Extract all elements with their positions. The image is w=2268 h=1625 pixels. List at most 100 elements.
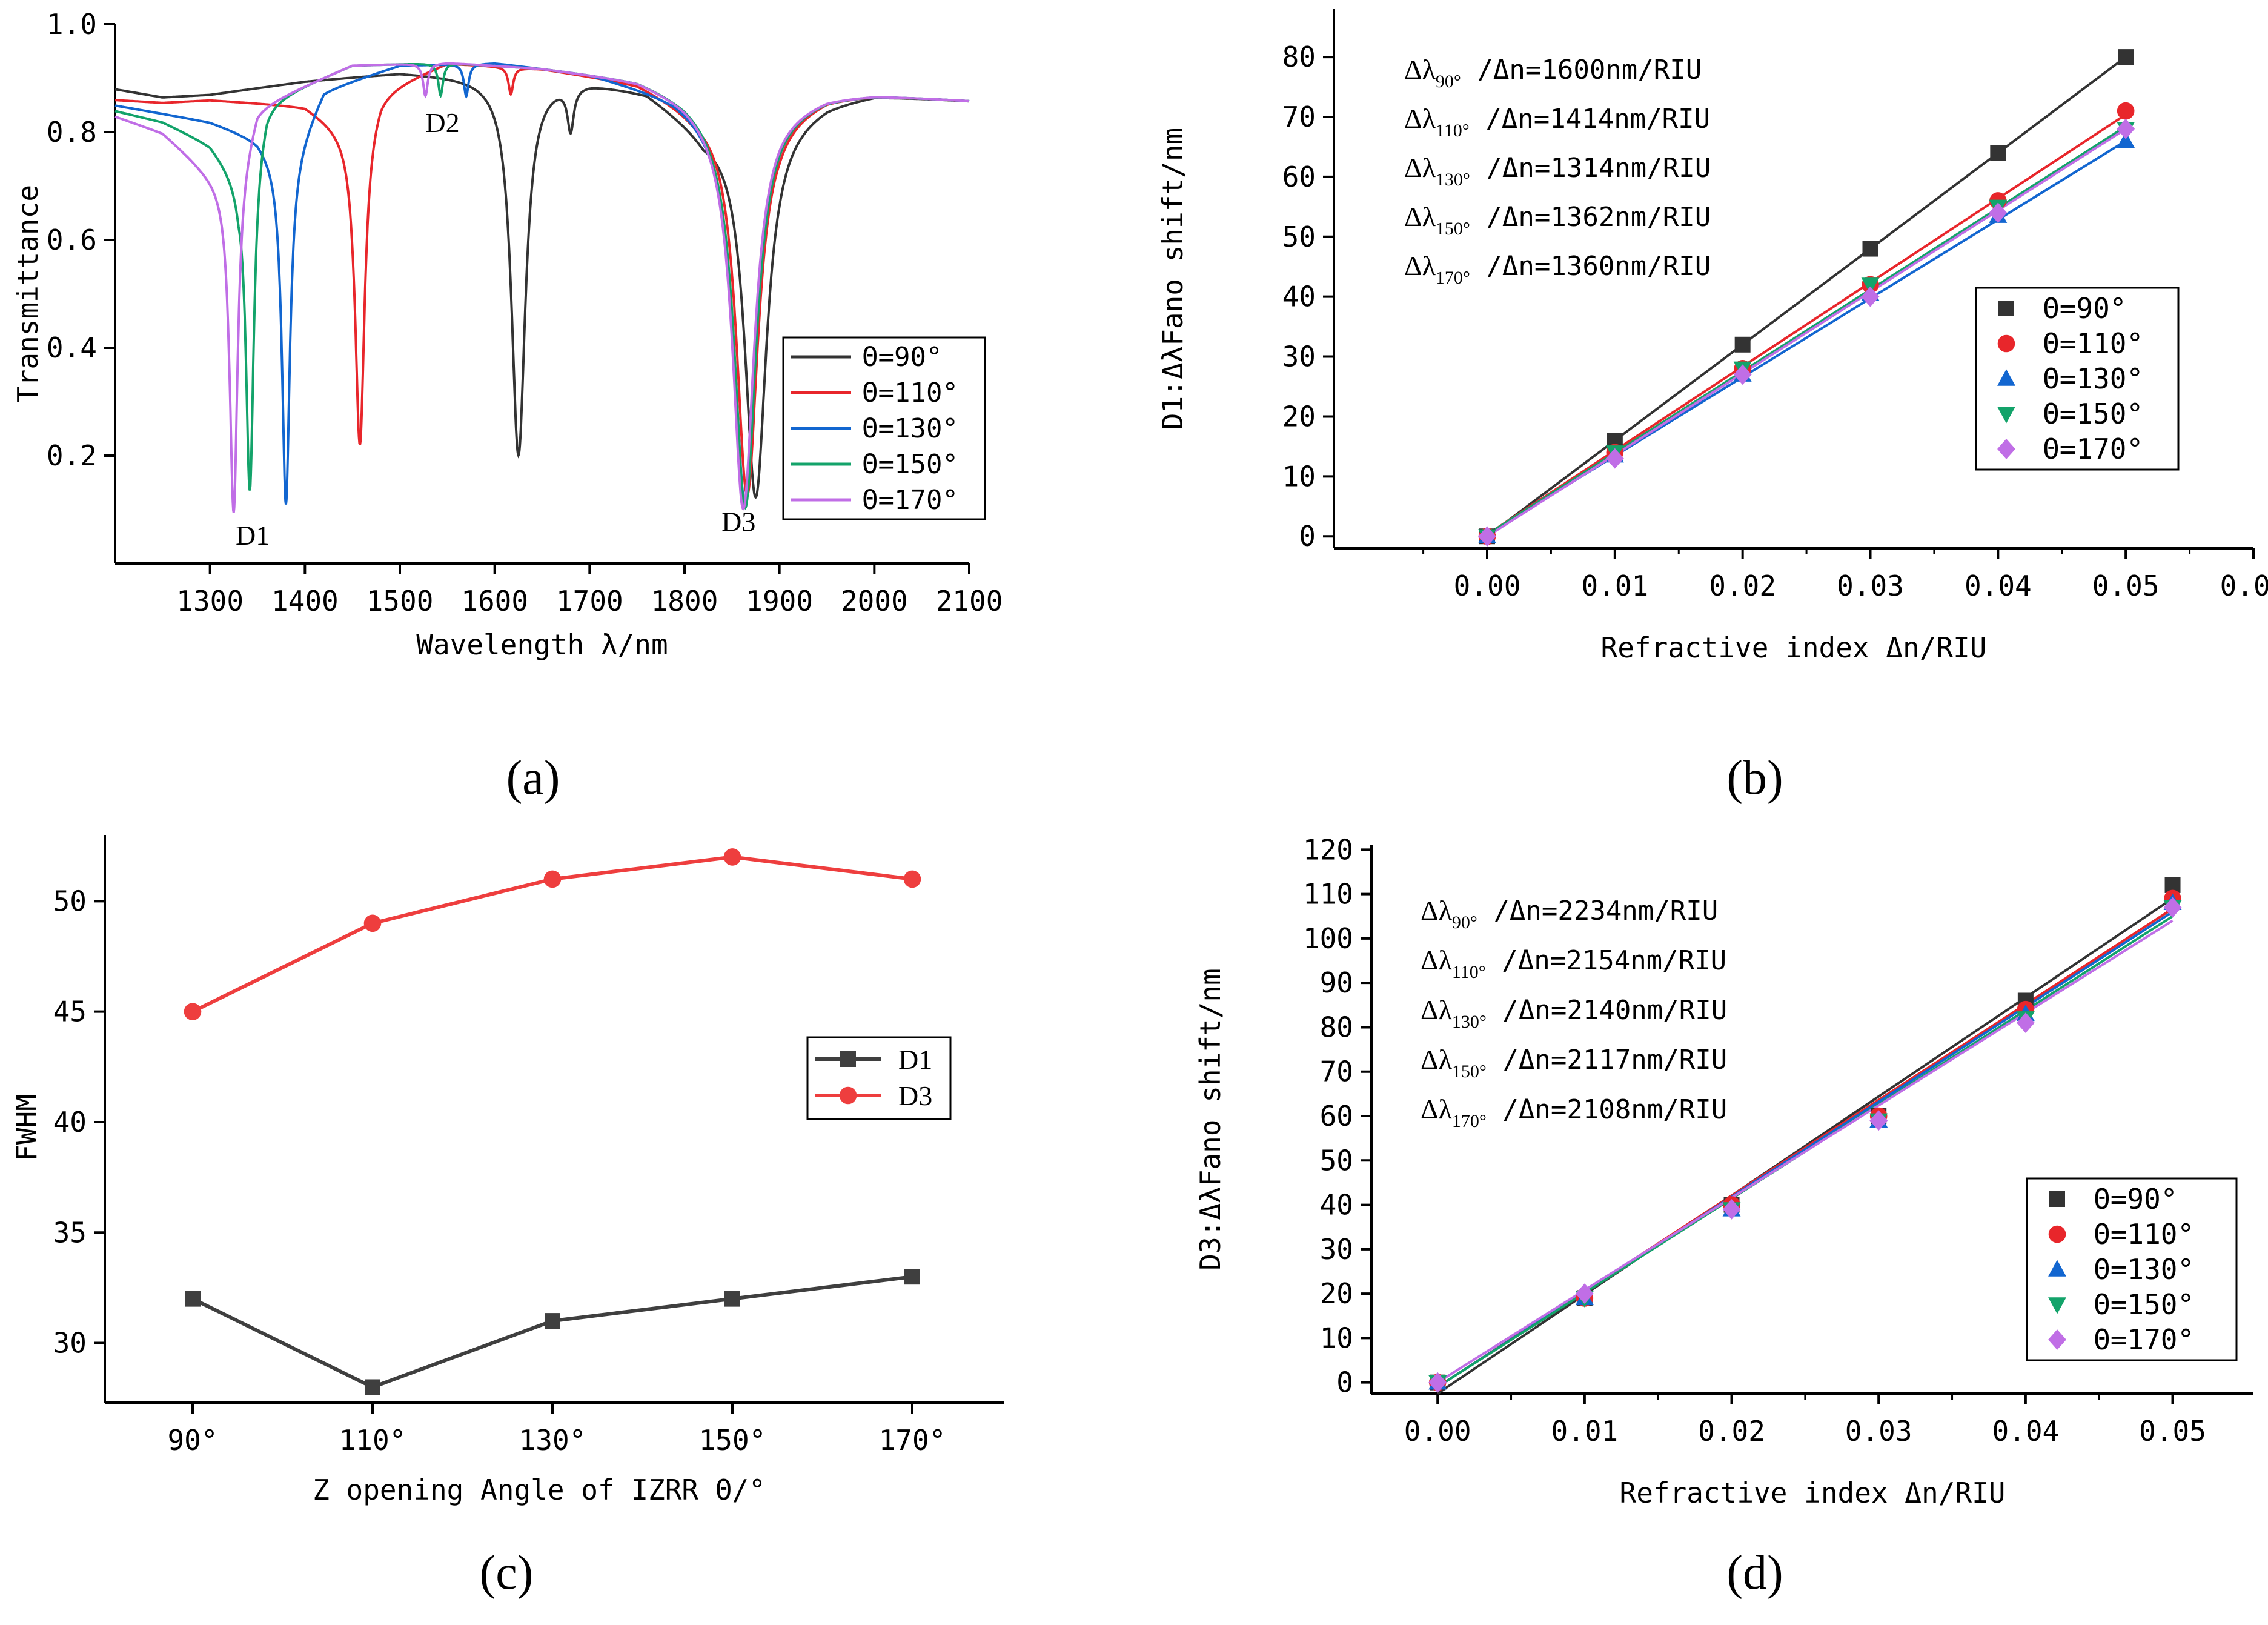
data-point <box>2117 131 2135 148</box>
data-point <box>184 1003 202 1020</box>
annotation-subscript: 170° <box>1452 1111 1487 1131</box>
x-tick-label: 0.01 <box>1581 570 1648 602</box>
sensitivity-annotation: Δλ130° /Δn=2140nm/RIU <box>1421 994 1727 1032</box>
series-line <box>114 73 969 499</box>
annotation-subscript: 90° <box>1436 71 1461 91</box>
legend-label: D1 <box>898 1044 932 1075</box>
legend-marker <box>1998 301 2014 316</box>
y-tick-label: 40 <box>1320 1189 1353 1221</box>
y-tick-label: 70 <box>1320 1055 1353 1088</box>
annotation-value: /Δn=1600nm/RIU <box>1461 55 1702 85</box>
data-point <box>1734 336 1751 353</box>
data-point <box>545 1313 560 1329</box>
x-tick-label: 1500 <box>366 585 434 617</box>
data-point <box>724 1291 740 1307</box>
legend-label: Θ=90° <box>2094 1183 2177 1215</box>
annotation-prefix: Δλ <box>1404 152 1436 183</box>
y-tick-label: 80 <box>1282 41 1316 73</box>
data-point <box>904 1269 920 1285</box>
y-tick-label: 0.4 <box>47 331 97 364</box>
x-tick-label: 1300 <box>176 585 244 617</box>
y-tick-label: 40 <box>53 1106 87 1138</box>
x-tick-label: 0.04 <box>1992 1415 2059 1447</box>
annotation-prefix: Δλ <box>1421 945 1453 975</box>
fit-line <box>1486 113 2127 536</box>
annotation-value: /Δn=2140nm/RIU <box>1487 995 1727 1026</box>
panel-label: (b) <box>1726 751 1783 805</box>
data-point <box>1605 448 1624 469</box>
panel-label: (c) <box>480 1546 534 1600</box>
data-point <box>2118 49 2134 65</box>
legend-marker <box>1997 369 2015 386</box>
x-tick-label: 0.06 <box>2220 570 2268 602</box>
legend-label: Θ=170° <box>2094 1323 2194 1356</box>
x-axis-label: Z opening Angle of IZRR Θ/° <box>313 1474 766 1506</box>
legend-marker <box>839 1086 857 1105</box>
data-point <box>1990 145 2006 161</box>
dip-annotation: D1 <box>236 520 270 551</box>
sensitivity-annotation: Δλ130° /Δn=1314nm/RIU <box>1404 152 1711 190</box>
fit-line <box>1437 897 2174 1395</box>
annotation-subscript: 130° <box>1452 1012 1487 1032</box>
annotation-subscript: 110° <box>1436 121 1470 141</box>
x-tick-label: 0.05 <box>2139 1415 2206 1447</box>
sensitivity-annotation: Δλ170° /Δn=1360nm/RIU <box>1404 250 1711 288</box>
fit-line <box>1486 56 2127 537</box>
dip-annotation: D3 <box>721 507 755 537</box>
x-tick-label: 1600 <box>461 585 528 617</box>
legend-marker <box>2048 1329 2066 1350</box>
dip-annotation: D2 <box>425 107 459 138</box>
y-tick-label: 60 <box>1320 1100 1353 1132</box>
y-tick-label: 120 <box>1303 833 1353 866</box>
y-tick-label: 10 <box>1320 1321 1353 1354</box>
x-axis-label: Refractive index Δn/RIU <box>1601 631 1987 664</box>
x-axis-label: Refractive index Δn/RIU <box>1620 1477 2006 1509</box>
y-tick-label: 50 <box>1282 221 1316 253</box>
data-point <box>1869 1110 1888 1131</box>
legend-label: Θ=90° <box>862 342 942 373</box>
sensitivity-annotation: Δλ90° /Δn=1600nm/RIU <box>1404 54 1702 91</box>
data-point <box>723 848 741 866</box>
legend-label: Θ=170° <box>2043 433 2143 465</box>
annotation-prefix: Δλ <box>1404 250 1436 281</box>
series-line <box>114 62 969 513</box>
data-point <box>2117 102 2135 120</box>
y-tick-label: 0 <box>1336 1366 1353 1399</box>
legend-marker <box>1997 407 2015 424</box>
annotation-subscript: 150° <box>1436 219 1470 239</box>
y-tick-label: 40 <box>1282 281 1316 313</box>
x-tick-label: 0.05 <box>2092 570 2160 602</box>
legend-label: D3 <box>898 1080 932 1111</box>
x-tick-label: 110° <box>339 1424 406 1457</box>
y-axis-label: D3:ΔλFano shift/nm <box>1194 968 1227 1271</box>
legend-marker <box>840 1051 856 1067</box>
legend-label: Θ=150° <box>2043 397 2143 430</box>
x-tick-label: 0.03 <box>1837 570 1904 602</box>
annotation-value: /Δn=1314nm/RIU <box>1470 153 1711 184</box>
data-point <box>363 914 382 932</box>
x-tick-label: 170° <box>879 1424 946 1457</box>
y-tick-label: 35 <box>53 1216 87 1249</box>
annotation-subscript: 90° <box>1452 912 1477 932</box>
chart-d: 0.00 0.01 0.02 0.03 0.04 0.05 0 10 20 30 40 50 60 70 8… <box>1194 833 2253 1509</box>
legend-label: Θ=110° <box>2094 1218 2194 1251</box>
x-tick-label: 0.02 <box>1698 1415 1765 1447</box>
series-line <box>191 1275 913 1389</box>
x-tick-label: 1400 <box>271 585 339 617</box>
x-tick-label: 2000 <box>841 585 908 617</box>
sensitivity-annotation: Δλ150° /Δn=2117nm/RIU <box>1421 1044 1727 1082</box>
fit-line <box>1437 919 2174 1384</box>
x-tick-label: 0.03 <box>1845 1415 1912 1447</box>
annotation-value: /Δn=2108nm/RIU <box>1487 1094 1727 1125</box>
y-axis-label: Transmittance <box>12 185 44 403</box>
y-tick-label: 20 <box>1282 400 1316 433</box>
x-tick-label: 2100 <box>936 585 1003 617</box>
x-tick-label: 90° <box>167 1424 217 1457</box>
legend-marker <box>2048 1260 2066 1277</box>
y-tick-label: 20 <box>1320 1277 1353 1310</box>
y-tick-label: 100 <box>1303 922 1353 955</box>
annotation-prefix: Δλ <box>1421 1044 1453 1075</box>
legend-label: Θ=130° <box>2094 1253 2194 1286</box>
fit-line <box>1486 128 2127 537</box>
annotation-subscript: 130° <box>1436 170 1470 190</box>
